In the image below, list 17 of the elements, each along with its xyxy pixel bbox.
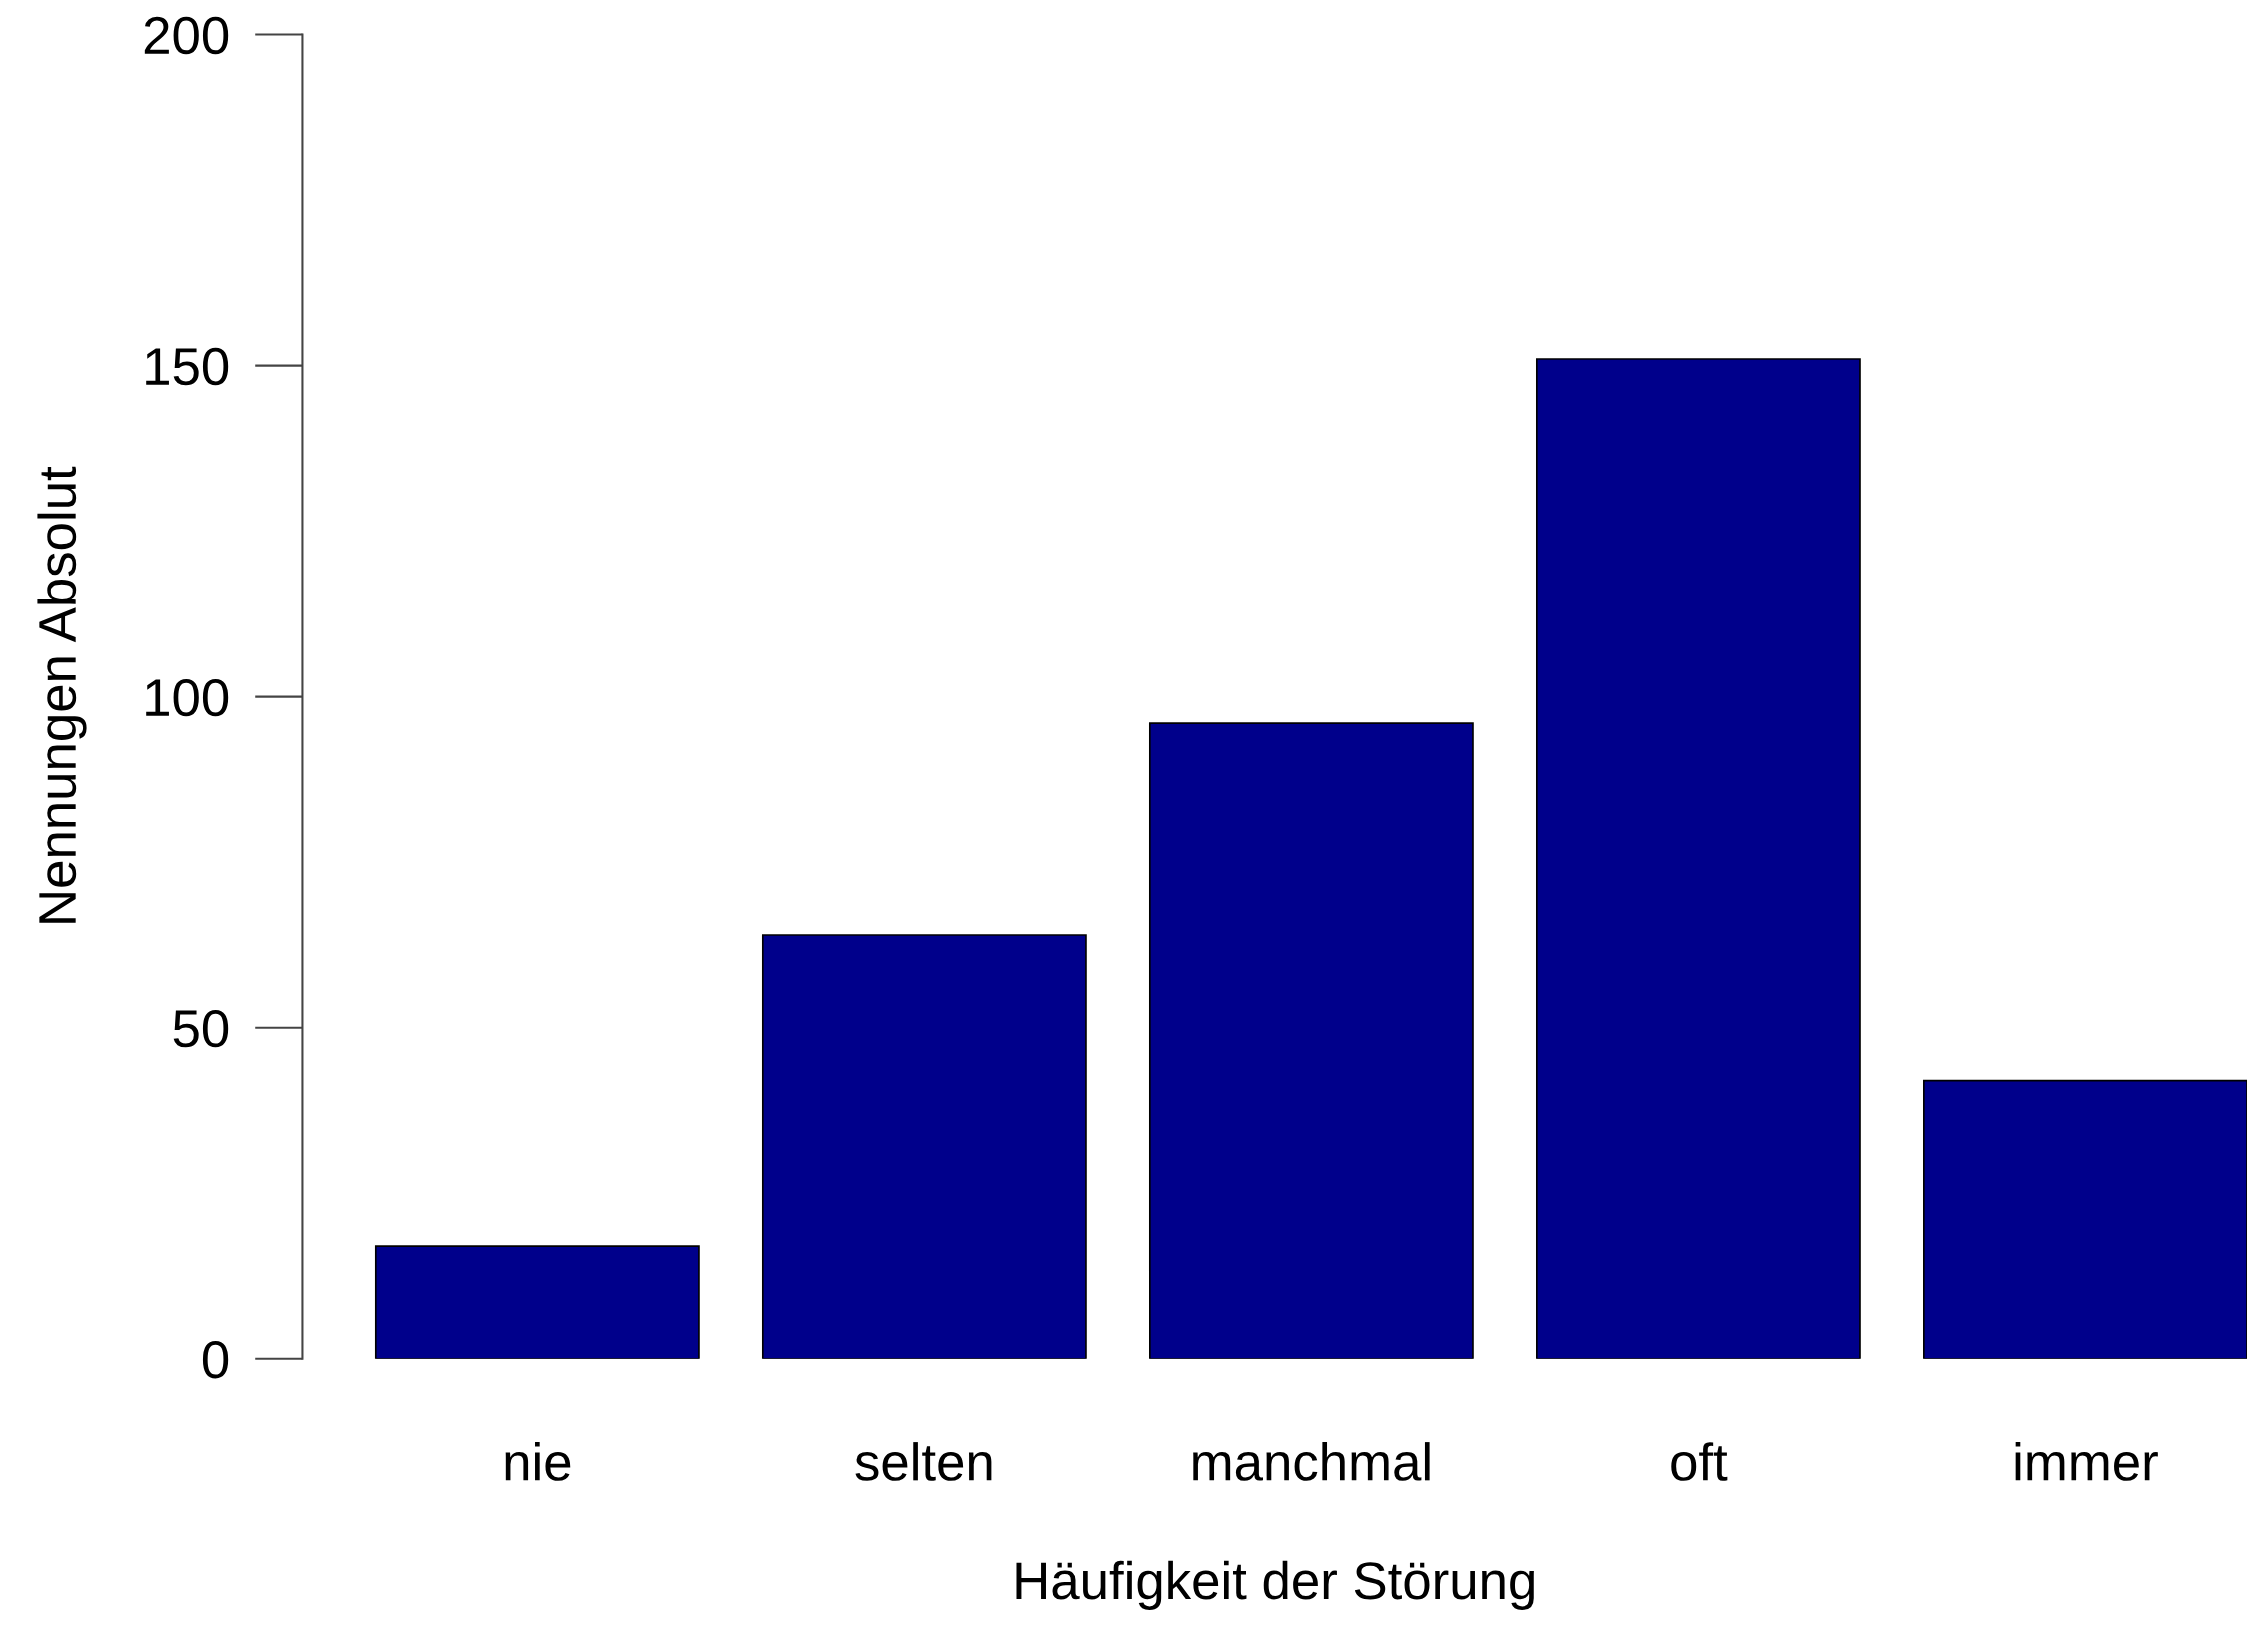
bar: [1535, 358, 1861, 1359]
y-axis-title: Nennungen Absolut: [37, 466, 87, 923]
bar: [761, 934, 1087, 1359]
y-tick-label: 150: [146, 347, 229, 386]
y-tick-label: 50: [173, 1009, 229, 1048]
y-tick-label: 0: [202, 1341, 229, 1379]
x-tick-label: selten: [855, 1442, 992, 1481]
x-axis-title: Häufigkeit der Störung: [1016, 1560, 1534, 1610]
bar: [1148, 722, 1474, 1359]
x-tick-label: immer: [2015, 1442, 2158, 1481]
x-tick-label: nie: [505, 1442, 571, 1481]
bar: [1923, 1079, 2247, 1359]
y-tick-label: 100: [146, 678, 229, 717]
x-tick-label: oft: [1671, 1442, 1728, 1481]
y-tick-label: 200: [144, 16, 229, 55]
bar: [374, 1245, 700, 1359]
x-tick-label: manchmal: [1193, 1442, 1430, 1481]
